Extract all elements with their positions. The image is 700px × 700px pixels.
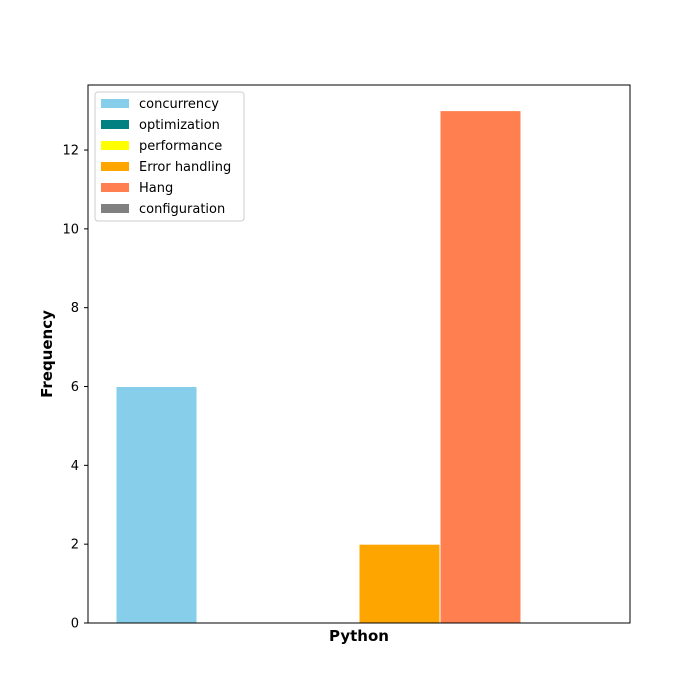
y-axis-ticks: 0 2 4 6 8 10 12 (62, 144, 88, 632)
legend-swatch (101, 162, 129, 171)
y-tick-label: 4 (71, 459, 79, 474)
y-tick-label: 12 (62, 144, 79, 159)
legend-label: configuration (139, 202, 225, 217)
legend-label: performance (139, 139, 222, 154)
bar-error-handling (358, 543, 441, 624)
y-tick-label: 2 (71, 538, 79, 553)
legend: concurrency optimization performance Error … (94, 91, 245, 222)
legend-label: concurrency (139, 97, 219, 112)
bar-hang (439, 110, 522, 624)
y-tick-label: 0 (71, 617, 79, 632)
axes-frame (87, 84, 631, 624)
legend-swatch (101, 183, 129, 192)
legend-swatch (101, 99, 129, 108)
legend-swatch (101, 141, 129, 150)
legend-swatch (101, 204, 129, 213)
x-axis-label: Python (329, 627, 389, 645)
legend-swatch (101, 120, 129, 129)
legend-label: Hang (139, 181, 173, 196)
y-tick-label: 8 (71, 301, 79, 316)
legend-label: optimization (139, 118, 220, 133)
y-tick-label: 10 (62, 222, 79, 237)
bar-concurrency (115, 386, 198, 624)
legend-label: Error handling (139, 160, 231, 175)
y-tick-label: 6 (71, 380, 79, 395)
legend-box (94, 91, 245, 222)
bars-group (115, 110, 522, 624)
y-axis-label: Frequency (38, 310, 56, 398)
